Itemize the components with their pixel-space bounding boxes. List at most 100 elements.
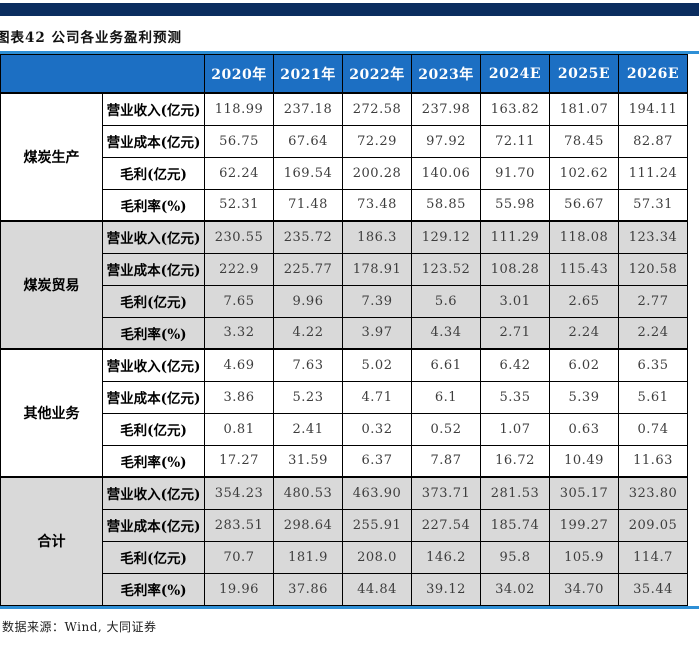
value-cell: 140.06 [411,156,481,190]
table-bottom-accent-line [0,605,699,609]
metric-label: 毛利(亿元) [102,412,205,446]
value-cell: 298.64 [273,508,343,542]
value-cell: 78.45 [549,124,619,158]
header-corner-cell [0,54,205,94]
value-cell: 255.91 [342,508,412,542]
top-navy-bar [0,3,699,16]
value-cell: 5.35 [480,380,550,414]
metric-label: 营业成本(亿元) [102,124,205,158]
table-row: 营业成本(亿元) 283.51 298.64 255.91 227.54 185.74 19… [1,508,688,542]
report-page: 图表42 公司各业务盈利预测 2020年 2021年 2022年 2023年 2024E… [0,3,699,648]
table-row: 煤炭生产 营业收入(亿元) 118.99 237.18 272.58 237.98 163.… [0,92,688,222]
value-cell: 10.49 [549,444,619,478]
value-cell: 237.18 [273,92,343,126]
value-cell: 7.63 [273,348,343,382]
value-cell: 19.96 [204,572,274,606]
value-cell: 6.37 [342,444,412,478]
value-cell: 227.54 [411,508,481,542]
value-cell: 16.72 [480,444,550,478]
table-row: 营业成本(亿元) 3.86 5.23 4.71 6.1 5.35 5.39 5.61 [1,380,688,414]
profit-forecast-table: 2020年 2021年 2022年 2023年 2024E 2025E 2026E 煤炭生产… [0,54,688,606]
value-cell: 6.42 [480,348,550,382]
value-cell: 6.35 [618,348,688,382]
value-cell: 235.72 [273,220,343,254]
value-cell: 72.29 [342,124,412,158]
value-cell: 67.64 [273,124,343,158]
value-cell: 34.70 [549,572,619,606]
metric-label: 营业成本(亿元) [102,252,205,286]
metric-label: 营业成本(亿元) [102,508,205,542]
value-cell: 4.34 [411,316,481,350]
value-cell: 194.11 [618,92,688,126]
value-cell: 91.70 [480,156,550,190]
metric-label: 营业收入(亿元) [102,220,205,254]
year-column-header: 2026E [618,54,688,94]
value-cell: 323.80 [618,476,688,510]
year-column-header: 2024E [480,54,550,94]
value-cell: 178.91 [342,252,412,286]
value-cell: 2.71 [480,316,550,350]
value-cell: 11.63 [618,444,688,478]
value-cell: 3.97 [342,316,412,350]
value-cell: 111.29 [480,220,550,254]
value-cell: 146.2 [411,540,481,574]
data-source-note: 数据来源：Wind, 大同证券 [2,619,157,634]
value-cell: 7.87 [411,444,481,478]
value-cell: 55.98 [480,188,550,222]
value-cell: 7.65 [204,284,274,318]
table-row: 毛利率(%) 52.31 71.48 73.48 58.85 55.98 56.67 57.3… [1,188,688,222]
metric-label: 毛利(亿元) [102,156,205,190]
value-cell: 105.9 [549,540,619,574]
value-cell: 62.24 [204,156,274,190]
value-cell: 3.86 [204,380,274,414]
value-cell: 354.23 [204,476,274,510]
value-cell: 114.7 [618,540,688,574]
value-cell: 169.54 [273,156,343,190]
table-row: 毛利率(%) 17.27 31.59 6.37 7.87 16.72 10.49 11.63 [1,444,688,478]
value-cell: 185.74 [480,508,550,542]
value-cell: 283.51 [204,508,274,542]
value-cell: 4.71 [342,380,412,414]
value-cell: 17.27 [204,444,274,478]
value-cell: 108.28 [480,252,550,286]
value-cell: 373.71 [411,476,481,510]
metric-label: 营业收入(亿元) [102,348,205,382]
value-cell: 97.92 [411,124,481,158]
value-cell: 199.27 [549,508,619,542]
value-cell: 181.07 [549,92,619,126]
value-cell: 129.12 [411,220,481,254]
metric-label: 毛利(亿元) [102,284,205,318]
value-cell: 95.8 [480,540,550,574]
value-cell: 237.98 [411,92,481,126]
value-cell: 123.52 [411,252,481,286]
value-cell: 305.17 [549,476,619,510]
value-cell: 0.32 [342,412,412,446]
value-cell: 186.3 [342,220,412,254]
value-cell: 2.24 [549,316,619,350]
group-label: 合计 [0,476,103,606]
value-cell: 118.08 [549,220,619,254]
group-label: 煤炭贸易 [0,220,103,350]
value-cell: 181.9 [273,540,343,574]
table-body: 煤炭生产 营业收入(亿元) 118.99 237.18 272.58 237.98 163.… [0,92,688,606]
value-cell: 163.82 [480,92,550,126]
value-cell: 208.0 [342,540,412,574]
value-cell: 34.02 [480,572,550,606]
table-row: 毛利率(%) 19.96 37.86 44.84 39.12 34.02 34.70 35.4… [1,572,688,606]
value-cell: 1.07 [480,412,550,446]
table-row: 营业成本(亿元) 222.9 225.77 178.91 123.52 108.28 115… [1,252,688,286]
value-cell: 272.58 [342,92,412,126]
value-cell: 2.65 [549,284,619,318]
value-cell: 0.81 [204,412,274,446]
table-row: 煤炭贸易 营业收入(亿元) 230.55 235.72 186.3 129.12 111.2… [0,220,688,350]
value-cell: 4.69 [204,348,274,382]
value-cell: 71.48 [273,188,343,222]
value-cell: 52.31 [204,188,274,222]
value-cell: 230.55 [204,220,274,254]
value-cell: 3.01 [480,284,550,318]
value-cell: 56.67 [549,188,619,222]
value-cell: 480.53 [273,476,343,510]
value-cell: 222.9 [204,252,274,286]
value-cell: 4.22 [273,316,343,350]
group-label: 其他业务 [0,348,103,478]
